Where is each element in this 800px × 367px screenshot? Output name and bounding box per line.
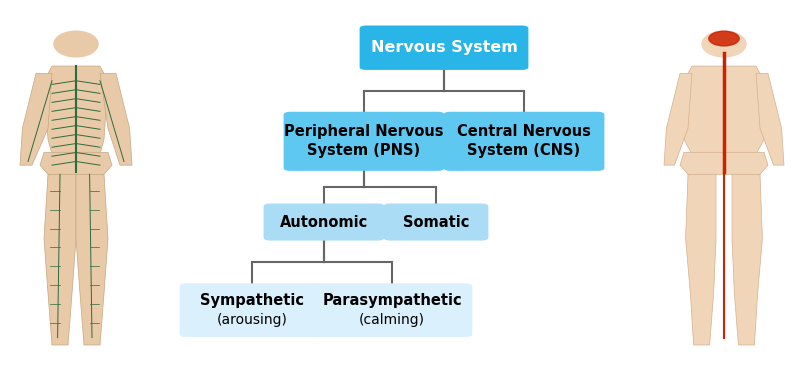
Text: Nervous System: Nervous System bbox=[370, 40, 518, 55]
FancyBboxPatch shape bbox=[311, 283, 472, 337]
FancyBboxPatch shape bbox=[284, 112, 445, 171]
Polygon shape bbox=[40, 152, 112, 174]
Polygon shape bbox=[756, 73, 784, 165]
Text: Somatic: Somatic bbox=[403, 215, 469, 229]
Text: Sympathetic: Sympathetic bbox=[200, 294, 304, 308]
Text: Parasympathetic: Parasympathetic bbox=[322, 294, 462, 308]
FancyBboxPatch shape bbox=[384, 203, 488, 241]
Ellipse shape bbox=[702, 31, 746, 57]
FancyBboxPatch shape bbox=[443, 112, 605, 171]
Text: Central Nervous
System (CNS): Central Nervous System (CNS) bbox=[457, 124, 591, 158]
Ellipse shape bbox=[709, 31, 739, 46]
Ellipse shape bbox=[54, 31, 98, 57]
Text: (calming): (calming) bbox=[359, 313, 425, 327]
Polygon shape bbox=[686, 174, 716, 345]
Polygon shape bbox=[44, 174, 76, 345]
Polygon shape bbox=[76, 174, 108, 345]
Polygon shape bbox=[20, 73, 52, 165]
FancyBboxPatch shape bbox=[360, 26, 529, 70]
Polygon shape bbox=[732, 174, 762, 345]
Text: (arousing): (arousing) bbox=[217, 313, 287, 327]
Text: Autonomic: Autonomic bbox=[280, 215, 368, 229]
Polygon shape bbox=[680, 152, 768, 174]
Polygon shape bbox=[684, 66, 764, 154]
Polygon shape bbox=[44, 66, 108, 154]
FancyBboxPatch shape bbox=[264, 203, 385, 241]
Polygon shape bbox=[664, 73, 692, 165]
FancyBboxPatch shape bbox=[179, 283, 325, 337]
Text: Peripheral Nervous
System (PNS): Peripheral Nervous System (PNS) bbox=[284, 124, 444, 158]
Polygon shape bbox=[100, 73, 132, 165]
